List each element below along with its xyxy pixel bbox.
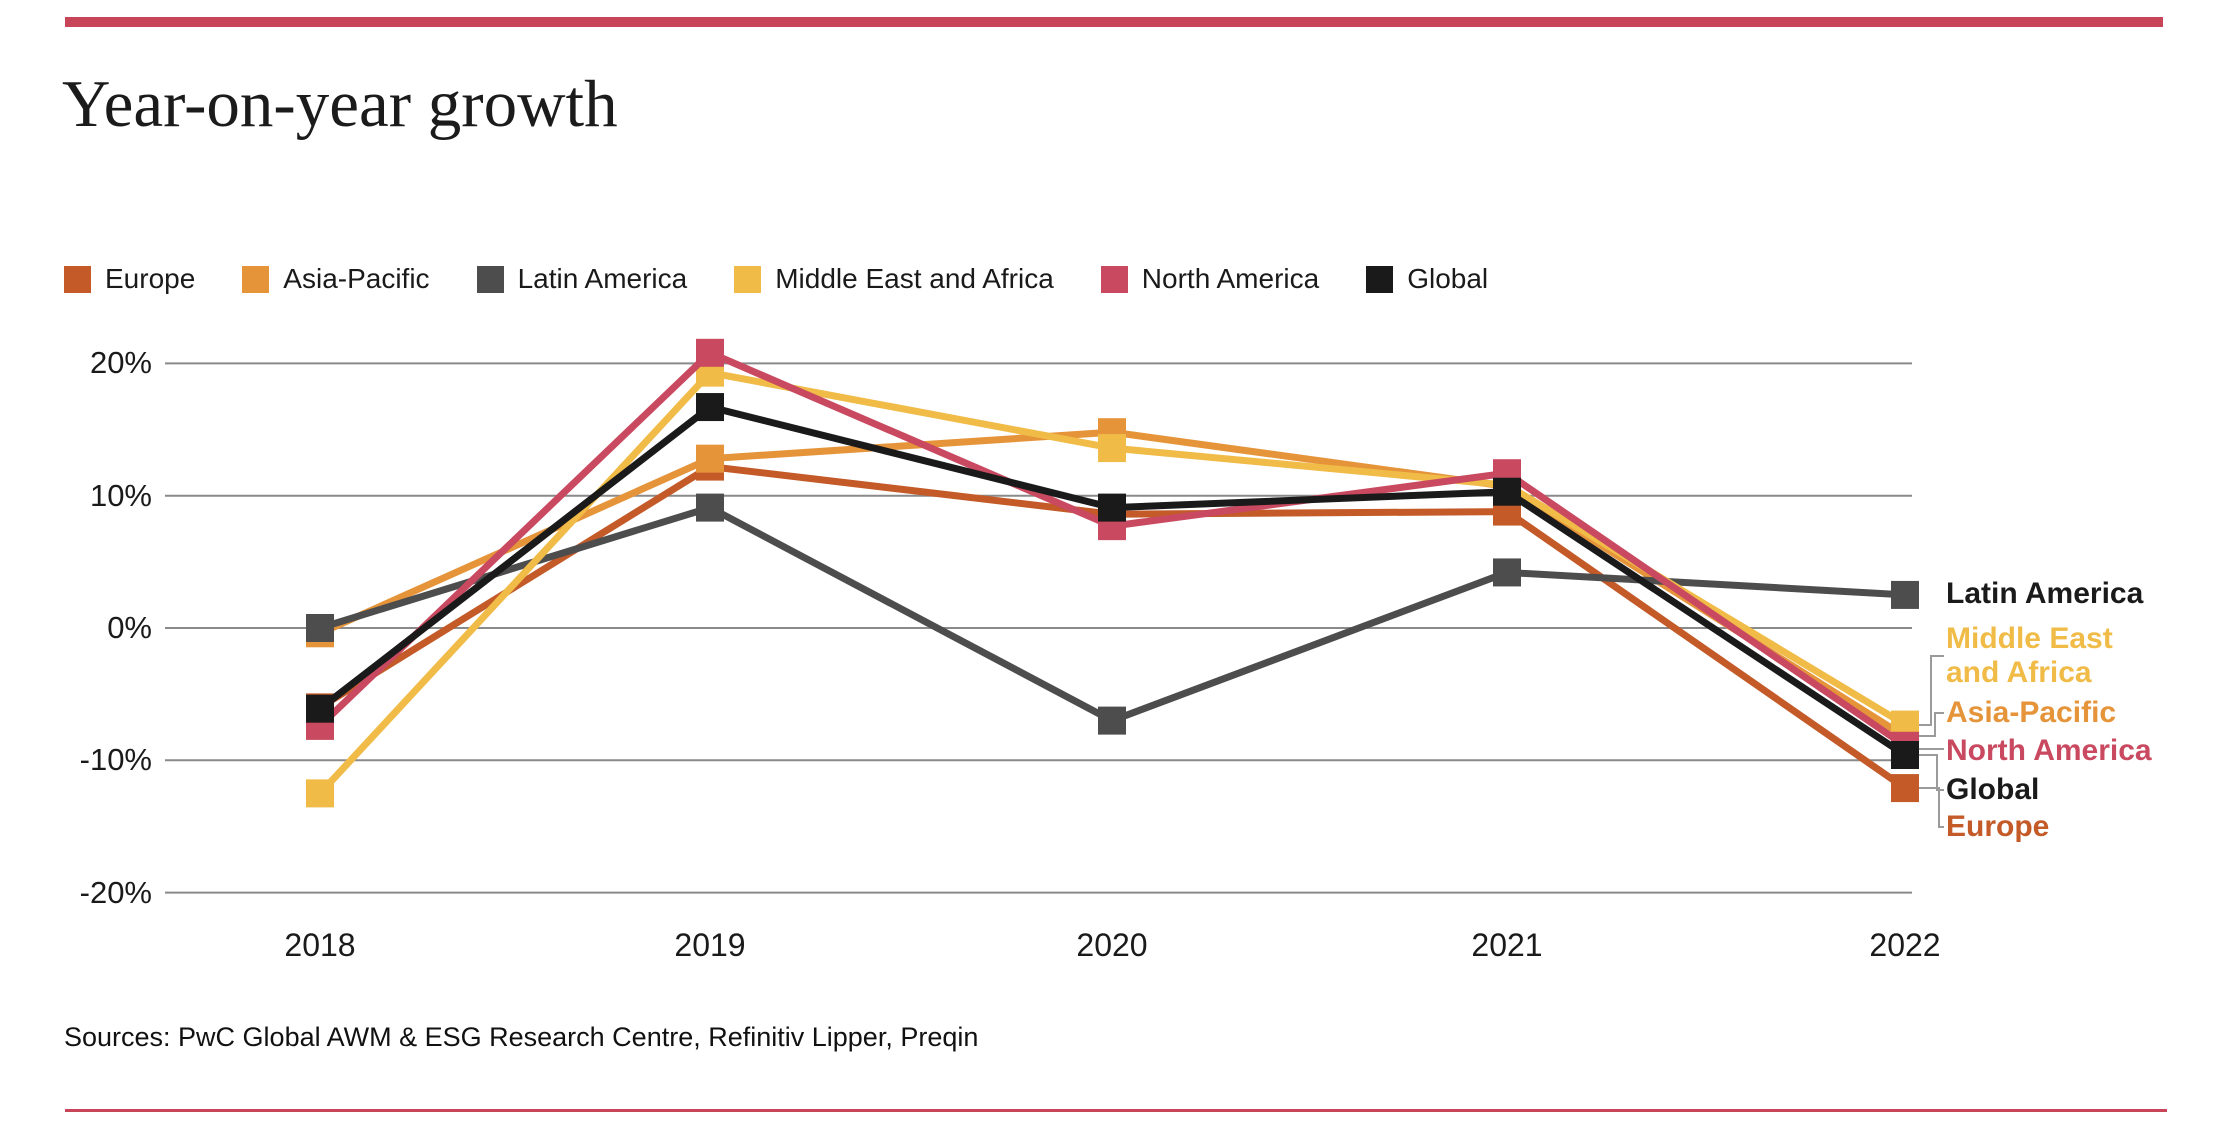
chart-legend: Europe Asia-Pacific Latin America Middle Ea… [64, 263, 1488, 295]
data-point-latin-america-2018 [306, 614, 334, 642]
end-label-asia-pacific: Asia-Pacific [1946, 696, 2117, 729]
x-tick-2022: 2022 [1869, 927, 1941, 963]
legend-item-global: Global [1366, 263, 1488, 295]
legend-label: Europe [105, 263, 196, 294]
source-note: Sources: PwC Global AWM & ESG Research C… [64, 1022, 979, 1052]
data-point-latin-america-2021 [1493, 558, 1521, 587]
data-point-middle-east-and-africa-2020 [1098, 434, 1126, 463]
end-label-connector-1 [1918, 712, 1944, 737]
legend-label: Middle East and Africa [775, 263, 1054, 294]
data-point-global-2021 [1493, 477, 1521, 506]
legend-label: Asia-Pacific [283, 263, 430, 294]
x-tick-2018: 2018 [284, 927, 356, 963]
legend-swatch-europe [64, 265, 91, 293]
x-tick-2020: 2020 [1076, 927, 1148, 963]
legend-label: Global [1407, 263, 1489, 294]
legend-item-north-america: North America [1100, 263, 1320, 295]
data-point-latin-america-2019 [696, 493, 724, 522]
data-point-global-2018 [306, 694, 334, 723]
legend-swatch-asia-pacific [242, 265, 270, 293]
data-point-latin-america-2022 [1891, 580, 1919, 609]
end-label-latin-america: Latin America [1946, 577, 2144, 610]
legend-label: Latin America [517, 263, 688, 294]
legend-item-latin-america: Latin America [476, 263, 688, 295]
data-point-asia-pacific-2019 [696, 444, 724, 473]
y-tick-0%: 0% [107, 610, 152, 645]
end-label-middle-east-and-africa: Middle East and Africa [1946, 622, 2113, 689]
legend-swatch-middle-east-and-africa [734, 265, 762, 293]
end-label-global: Global [1946, 773, 2040, 806]
legend-swatch-global [1366, 265, 1394, 293]
y-tick--10%: -10% [79, 742, 152, 778]
end-label-connector-0 [1918, 655, 1944, 726]
series-line-north-america [317, 348, 1907, 749]
data-point-middle-east-and-africa-2018 [306, 779, 334, 808]
end-label-north-america: North America [1946, 734, 2152, 767]
top-accent-bar [65, 17, 2163, 27]
data-point-global-2020 [1098, 493, 1126, 522]
end-label-connector-4 [1918, 787, 1944, 828]
legend-item-middle-east-and-africa: Middle East and Africa [734, 263, 1054, 295]
data-point-global-2022 [1891, 741, 1919, 770]
bottom-rule [65, 1109, 2167, 1112]
data-point-global-2019 [696, 393, 724, 422]
y-tick-20%: 20% [89, 345, 152, 381]
legend-swatch-north-america [1100, 265, 1128, 293]
end-label-europe: Europe [1946, 810, 2050, 843]
x-tick-2021: 2021 [1471, 927, 1543, 963]
end-label-connector-3 [1919, 754, 1944, 791]
legend-label: North America [1141, 263, 1320, 294]
y-tick--20%: -20% [79, 874, 152, 910]
page-title: Year-on-year growth [62, 67, 618, 141]
legend-swatch-latin-america [476, 265, 504, 293]
legend-item-europe: Europe [64, 263, 195, 295]
data-point-europe-2022 [1891, 774, 1919, 803]
legend-item-asia-pacific: Asia-Pacific [242, 263, 430, 295]
data-point-latin-america-2020 [1098, 706, 1126, 735]
data-point-north-america-2019 [696, 338, 724, 367]
x-tick-2019: 2019 [674, 927, 746, 963]
y-tick-10%: 10% [89, 477, 152, 513]
